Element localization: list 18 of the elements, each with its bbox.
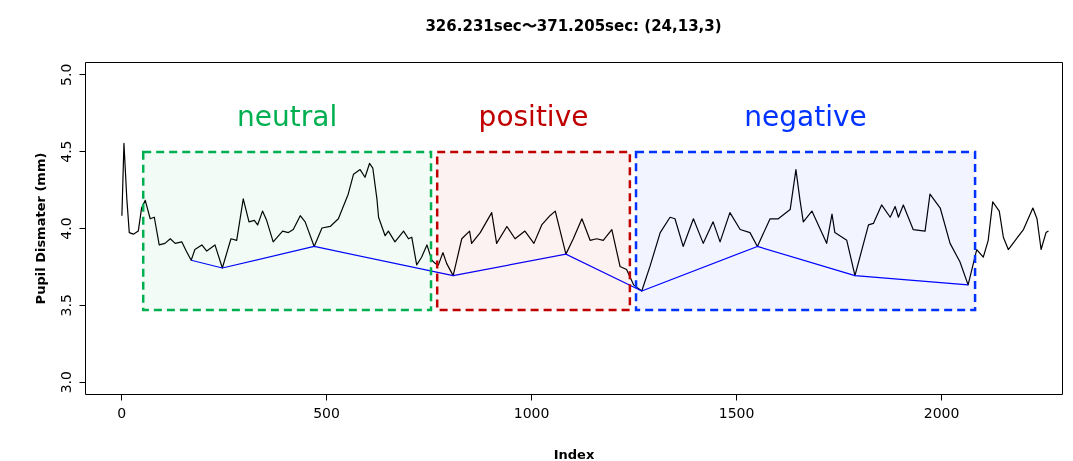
x-axis-title: Index	[553, 446, 595, 461]
y-tick-label: 4.5	[57, 140, 74, 163]
x-tick-label: 1000	[513, 404, 550, 421]
y-axis-title: Pupil Dismater (mm)	[32, 152, 48, 305]
chart-title: 326.231sec〜371.205sec: (24,13,3)	[425, 17, 722, 35]
x-tick-label: 2000	[923, 404, 960, 421]
band-label: positive	[478, 100, 589, 134]
y-tick-label: 3.0	[57, 371, 74, 394]
y-tick-label: 5.0	[57, 63, 74, 86]
y-tick-label: 4.0	[57, 217, 74, 240]
band-label: neutral	[237, 100, 338, 134]
x-tick-label: 1500	[718, 404, 755, 421]
band-label: negative	[744, 100, 867, 134]
y-tick-label: 3.5	[57, 294, 74, 317]
x-tick-label: 0	[117, 404, 127, 421]
line-series	[190, 245, 969, 292]
line-series	[121, 142, 1050, 292]
x-tick-label: 500	[313, 404, 340, 421]
